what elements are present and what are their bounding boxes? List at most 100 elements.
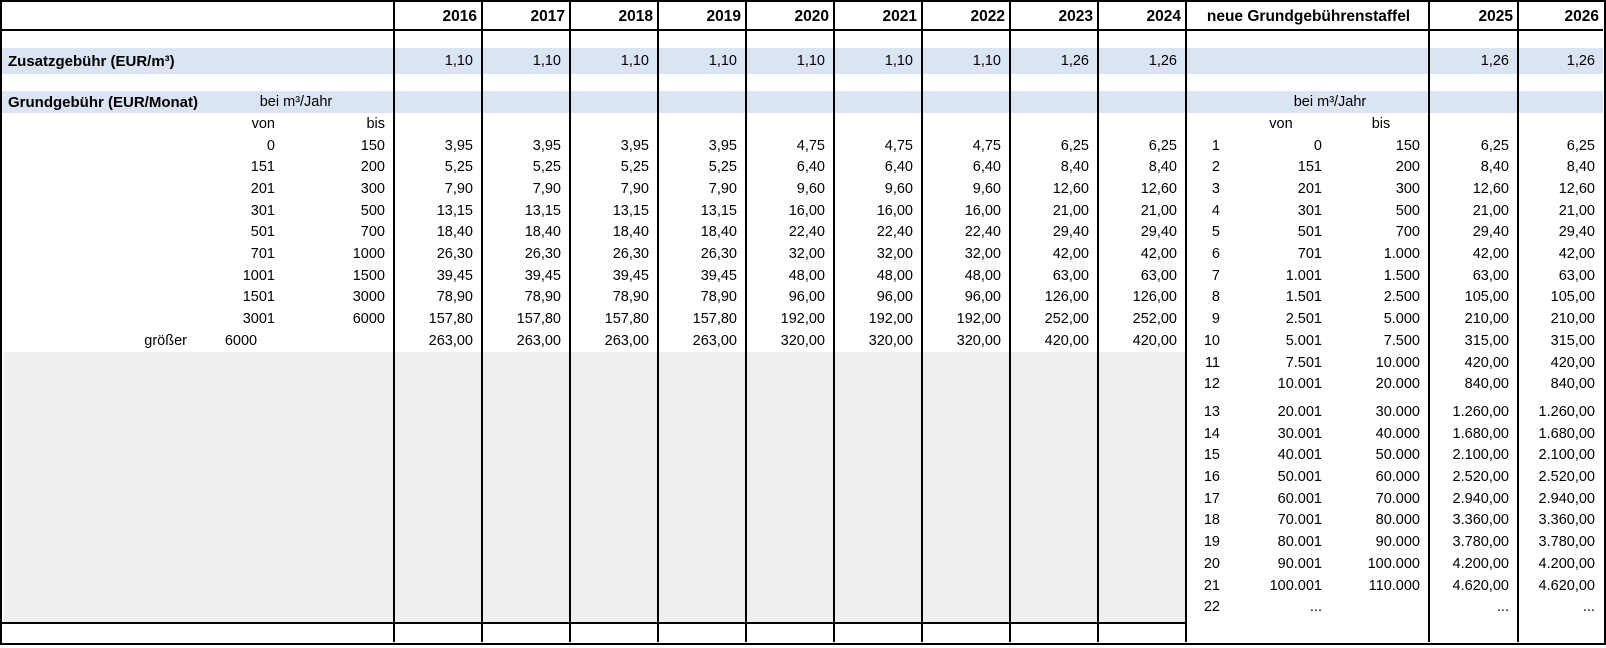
tier-value-cell: 5,25 <box>708 159 737 176</box>
staffel-nr-cell: 4 <box>1211 202 1220 219</box>
staffel-2026-cell: 21,00 <box>1558 202 1595 219</box>
staffel-von-cell: 1.501 <box>1285 289 1322 306</box>
tier-value-cell: 26,30 <box>612 246 649 263</box>
empty-area-shading <box>4 352 1187 623</box>
column-border-line <box>480 2 483 642</box>
bis-column-header-left: bis <box>366 115 385 132</box>
tier-value-cell: 22,40 <box>964 224 1001 241</box>
staffel-von-cell: 10.001 <box>1277 376 1322 393</box>
staffel-von-cell: 0 <box>1313 137 1322 154</box>
tier-value-cell: 192,00 <box>868 311 913 328</box>
column-border-line <box>568 2 571 642</box>
tier-value-cell: 26,30 <box>436 246 473 263</box>
tier-value-cell: 39,45 <box>612 267 649 284</box>
tier-value-cell: 63,00 <box>1140 267 1177 284</box>
tier-von-cell: 151 <box>250 159 275 176</box>
staffel-nr-cell: 6 <box>1211 246 1220 263</box>
left-section-bottom-border <box>2 622 1187 624</box>
tier-value-cell: 263,00 <box>516 332 561 349</box>
tier-value-cell: 8,40 <box>1148 159 1177 176</box>
year-header-cell: 2022 <box>970 8 1005 26</box>
staffel-nr-cell: 2 <box>1211 159 1220 176</box>
staffel-bis-cell: 10.000 <box>1375 354 1420 371</box>
zusatz-value-cell: 1,10 <box>972 52 1001 69</box>
column-border-line <box>920 2 923 642</box>
tier-value-cell: 3,95 <box>708 137 737 154</box>
staffel-von-cell: 7.501 <box>1285 354 1322 371</box>
tier-value-cell: 96,00 <box>876 289 913 306</box>
tier-value-cell: 78,90 <box>524 289 561 306</box>
tier-value-cell: 39,45 <box>524 267 561 284</box>
staffel-2026-cell: 1.680,00 <box>1538 425 1595 442</box>
staffel-bis-cell: 100.000 <box>1367 555 1420 572</box>
staffel-von-cell: 2.501 <box>1285 311 1322 328</box>
column-border-line <box>1184 2 1187 642</box>
staffel-2026-cell: 210,00 <box>1550 311 1595 328</box>
von-column-header-right: von <box>1269 115 1293 132</box>
tier-value-cell: 9,60 <box>796 180 825 197</box>
staffel-nr-cell: 20 <box>1203 555 1220 572</box>
tier-value-cell: 7,90 <box>444 180 473 197</box>
staffel-bis-cell: 30.000 <box>1375 403 1420 420</box>
tier-value-cell: 39,45 <box>436 267 473 284</box>
zusatzgebuehr-label: Zusatzgebühr (EUR/m³) <box>8 52 175 70</box>
tier-value-cell: 39,45 <box>700 267 737 284</box>
staffel-nr-cell: 12 <box>1203 376 1220 393</box>
staffel-von-cell: 1.001 <box>1285 267 1322 284</box>
staffel-von-cell: 60.001 <box>1277 490 1322 507</box>
staffel-von-cell: 5.001 <box>1285 332 1322 349</box>
zusatz-value-cell: 1,10 <box>796 52 825 69</box>
tier-value-cell: 3,95 <box>532 137 561 154</box>
staffel-nr-cell: 22 <box>1203 599 1220 616</box>
staffel-2026-cell: 315,00 <box>1550 332 1595 349</box>
staffel-2025-cell: 2.940,00 <box>1452 490 1509 507</box>
staffel-nr-cell: 21 <box>1203 577 1220 594</box>
tier-value-cell: 13,15 <box>436 202 473 219</box>
tier-value-cell: 420,00 <box>1132 332 1177 349</box>
staffel-von-cell: 90.001 <box>1277 555 1322 572</box>
staffel-2026-cell: ... <box>1582 599 1595 616</box>
staffel-von-cell: ... <box>1309 599 1322 616</box>
tier-value-cell: 16,00 <box>876 202 913 219</box>
staffel-2025-cell: 105,00 <box>1464 289 1509 306</box>
column-border-line <box>832 2 835 642</box>
zusatz-value-cell: 1,26 <box>1566 52 1595 69</box>
staffel-bis-cell: 40.000 <box>1375 425 1420 442</box>
staffel-nr-cell: 8 <box>1211 289 1220 306</box>
tier-value-cell: 26,30 <box>524 246 561 263</box>
tier-von-cell: 0 <box>266 137 275 154</box>
tier-value-cell: 16,00 <box>964 202 1001 219</box>
staffel-nr-cell: 13 <box>1203 403 1220 420</box>
tier-value-cell: 29,40 <box>1140 224 1177 241</box>
staffel-2026-cell: 63,00 <box>1558 267 1595 284</box>
staffel-nr-cell: 5 <box>1211 224 1220 241</box>
staffel-von-cell: 40.001 <box>1277 447 1322 464</box>
staffel-2026-cell: 105,00 <box>1550 289 1595 306</box>
zusatz-value-cell: 1,10 <box>444 52 473 69</box>
column-border-line <box>1008 2 1011 642</box>
zusatz-value-cell: 1,10 <box>708 52 737 69</box>
zusatz-value-cell: 1,10 <box>884 52 913 69</box>
tier-value-cell: 263,00 <box>692 332 737 349</box>
tier-value-cell: 4,75 <box>796 137 825 154</box>
staffel-bis-cell: 200 <box>1395 159 1420 176</box>
unit-label-left: bei m³/Jahr <box>259 93 333 110</box>
staffel-von-cell: 80.001 <box>1277 534 1322 551</box>
tier-value-cell: 320,00 <box>868 332 913 349</box>
tier-value-cell: 63,00 <box>1052 267 1089 284</box>
tier-value-cell: 5,25 <box>620 159 649 176</box>
staffel-von-cell: 30.001 <box>1277 425 1322 442</box>
tier-value-cell: 42,00 <box>1140 246 1177 263</box>
tier-value-cell: 32,00 <box>964 246 1001 263</box>
tier-value-cell: 32,00 <box>876 246 913 263</box>
tier-von-cell: 201 <box>250 180 275 197</box>
tier-value-cell: 12,60 <box>1052 180 1089 197</box>
staffel-2026-cell: 6,25 <box>1566 137 1595 154</box>
staffel-nr-cell: 19 <box>1203 534 1220 551</box>
tier-value-cell: 252,00 <box>1132 311 1177 328</box>
staffel-nr-cell: 14 <box>1203 425 1220 442</box>
header-underline <box>2 29 1603 31</box>
staffel-2026-cell: 42,00 <box>1558 246 1595 263</box>
tier-value-cell: 320,00 <box>956 332 1001 349</box>
staffel-bis-cell: 150 <box>1395 137 1420 154</box>
